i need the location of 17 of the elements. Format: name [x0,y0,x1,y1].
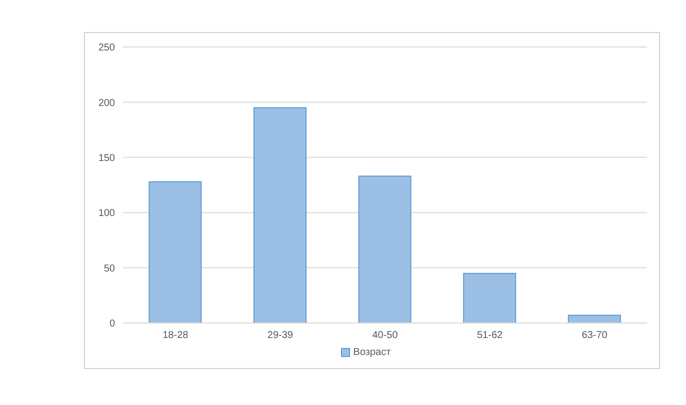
y-tick-label: 250 [98,42,116,54]
y-tick-label: 100 [98,208,116,220]
y-tick-label: 150 [98,152,116,164]
bar [568,314,621,323]
bar [254,107,306,323]
x-tick-label: 18-28 [162,330,189,342]
y-tick-label: 50 [104,263,116,274]
x-tick-label: 63-70 [582,330,608,342]
bar [358,176,412,323]
bar [463,272,516,323]
y-tick-label: 0 [109,318,116,330]
x-tick-label: 40-50 [372,330,398,342]
x-tick-label: 51-62 [477,330,504,342]
legend-label: Возраст [352,347,391,358]
bar [148,181,202,323]
y-tick-label: 200 [98,98,116,109]
x-tick-label: 29-39 [267,330,294,342]
